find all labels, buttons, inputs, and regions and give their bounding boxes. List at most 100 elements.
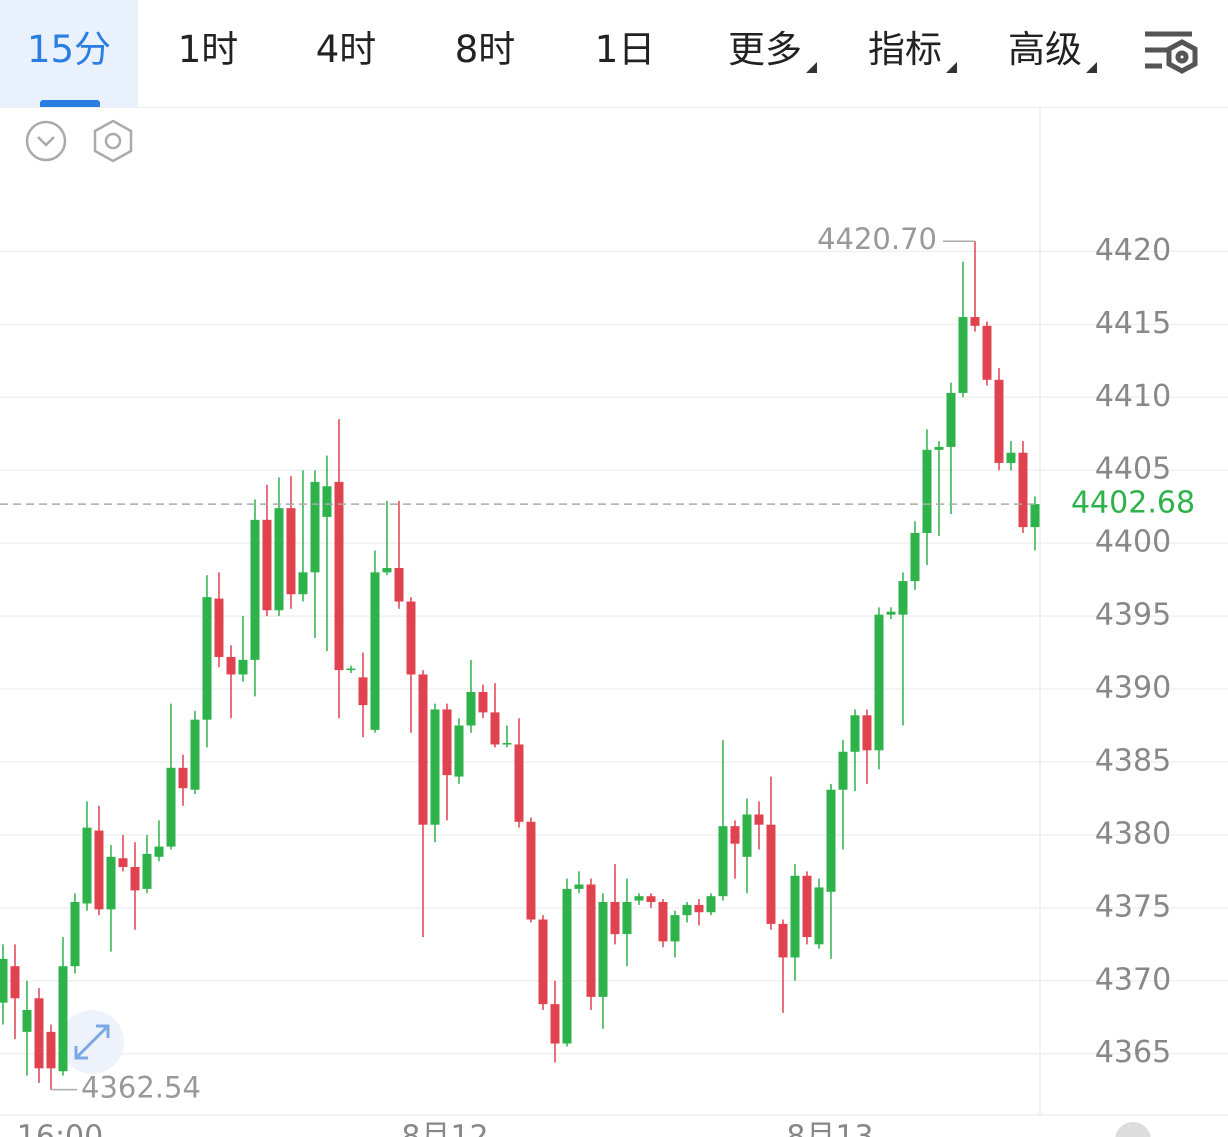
y-tick-label: 4365 bbox=[1095, 1035, 1171, 1070]
timeframe-tabs: 15分 1时 4时 8时 1日 更多 指标 高级 bbox=[0, 0, 1228, 108]
candle-body bbox=[382, 567, 392, 573]
tab-indicator bbox=[40, 100, 100, 107]
candle-body bbox=[850, 715, 860, 752]
tab-dropdown[interactable]: 更多 bbox=[696, 0, 834, 107]
tab-dropdown[interactable]: 高级 bbox=[976, 0, 1114, 107]
candle-body bbox=[214, 598, 224, 657]
candle-body bbox=[370, 572, 380, 730]
y-tick-label: 4395 bbox=[1095, 598, 1171, 633]
candle-body bbox=[586, 884, 596, 997]
candle-body bbox=[238, 659, 248, 675]
collapse-icon[interactable] bbox=[25, 120, 67, 162]
candle-body bbox=[0, 958, 8, 1003]
candle-body bbox=[82, 827, 92, 904]
candle-body bbox=[814, 887, 824, 945]
candle-body bbox=[502, 743, 512, 745]
candle-body bbox=[1030, 504, 1040, 528]
candle-body bbox=[310, 481, 320, 573]
candle-body bbox=[658, 902, 668, 942]
candle-body bbox=[790, 875, 800, 958]
candle-body bbox=[910, 532, 920, 582]
x-tick-label: 8月12 bbox=[401, 1120, 488, 1137]
candle-body bbox=[754, 814, 764, 825]
dropdown-arrow bbox=[806, 62, 817, 73]
candle-body bbox=[466, 691, 476, 726]
candle-body bbox=[778, 923, 788, 958]
expand-icon[interactable] bbox=[60, 1010, 124, 1074]
candle-body bbox=[958, 317, 968, 393]
x-tick-label: 16:00 bbox=[17, 1120, 103, 1137]
candle-body bbox=[646, 896, 656, 903]
dropdown-arrow bbox=[946, 62, 957, 73]
tab[interactable]: 1时 bbox=[177, 28, 239, 71]
candle-body bbox=[514, 744, 524, 822]
candle-body bbox=[262, 519, 272, 611]
candle-body bbox=[946, 392, 956, 447]
candle-body bbox=[298, 572, 308, 595]
tab[interactable]: 1日 bbox=[594, 28, 656, 71]
x-tick-label: 8月13 bbox=[786, 1120, 873, 1137]
settings-icon[interactable] bbox=[1145, 31, 1198, 74]
candle-body bbox=[274, 508, 284, 611]
candle-body bbox=[202, 597, 212, 720]
tab[interactable]: 4时 bbox=[315, 28, 377, 71]
candle-body bbox=[1018, 452, 1028, 528]
candle-body bbox=[706, 896, 716, 913]
tab-label: 指标 bbox=[868, 28, 942, 71]
candle-body bbox=[22, 1009, 32, 1032]
tab[interactable]: 8时 bbox=[454, 28, 516, 71]
candle-body bbox=[10, 966, 20, 999]
candle-body bbox=[934, 446, 944, 450]
candle-body bbox=[346, 668, 356, 671]
scroll-handle[interactable] bbox=[1115, 1122, 1151, 1137]
y-tick-label: 4370 bbox=[1095, 962, 1171, 997]
tab-label: 更多 bbox=[728, 28, 802, 71]
candle-body bbox=[970, 317, 980, 326]
y-tick-label: 4405 bbox=[1095, 452, 1171, 487]
candle-body bbox=[766, 824, 776, 924]
candle-body bbox=[226, 656, 236, 675]
candle-body bbox=[634, 896, 644, 901]
candle-body bbox=[982, 325, 992, 380]
hex-settings-icon[interactable] bbox=[93, 119, 133, 163]
candle-body bbox=[670, 915, 680, 942]
candle-body bbox=[442, 709, 452, 776]
candle-body bbox=[862, 715, 872, 751]
candle-body bbox=[358, 677, 368, 706]
candle-body bbox=[682, 904, 692, 916]
candle-body bbox=[742, 814, 752, 857]
candle-body bbox=[538, 919, 548, 1005]
candle-body bbox=[478, 691, 488, 713]
min-label: 4362.54 bbox=[81, 1071, 201, 1105]
candle-body bbox=[610, 902, 620, 935]
y-tick-label: 4380 bbox=[1095, 816, 1171, 851]
tab-dropdown[interactable]: 指标 bbox=[836, 0, 974, 107]
candle-body bbox=[130, 867, 140, 891]
candle-body bbox=[574, 884, 584, 889]
candle-body bbox=[886, 611, 896, 615]
dropdown-arrow bbox=[1086, 62, 1097, 73]
candle-body bbox=[562, 888, 572, 1044]
y-tick-label: 4385 bbox=[1095, 743, 1171, 778]
candle-body bbox=[802, 875, 812, 938]
candle-body bbox=[874, 614, 884, 751]
candle-body bbox=[34, 998, 44, 1069]
candle-body bbox=[118, 858, 128, 868]
tab[interactable]: 15分 bbox=[0, 0, 138, 107]
y-tick-label: 4400 bbox=[1095, 525, 1171, 560]
candle-body bbox=[694, 904, 704, 913]
candle-body bbox=[406, 601, 416, 675]
candle-body bbox=[190, 719, 200, 790]
candle-body bbox=[250, 519, 260, 660]
candle-body bbox=[166, 767, 176, 847]
candle-body bbox=[394, 567, 404, 602]
candle-body bbox=[898, 581, 908, 615]
tab-label: 高级 bbox=[1008, 28, 1082, 71]
last-price-label: 4402.68 bbox=[1071, 486, 1195, 521]
candle-body bbox=[550, 1004, 560, 1044]
y-tick-label: 4410 bbox=[1095, 379, 1171, 414]
candle-body bbox=[838, 751, 848, 790]
candle-body bbox=[922, 449, 932, 533]
candle-body bbox=[46, 1031, 56, 1069]
